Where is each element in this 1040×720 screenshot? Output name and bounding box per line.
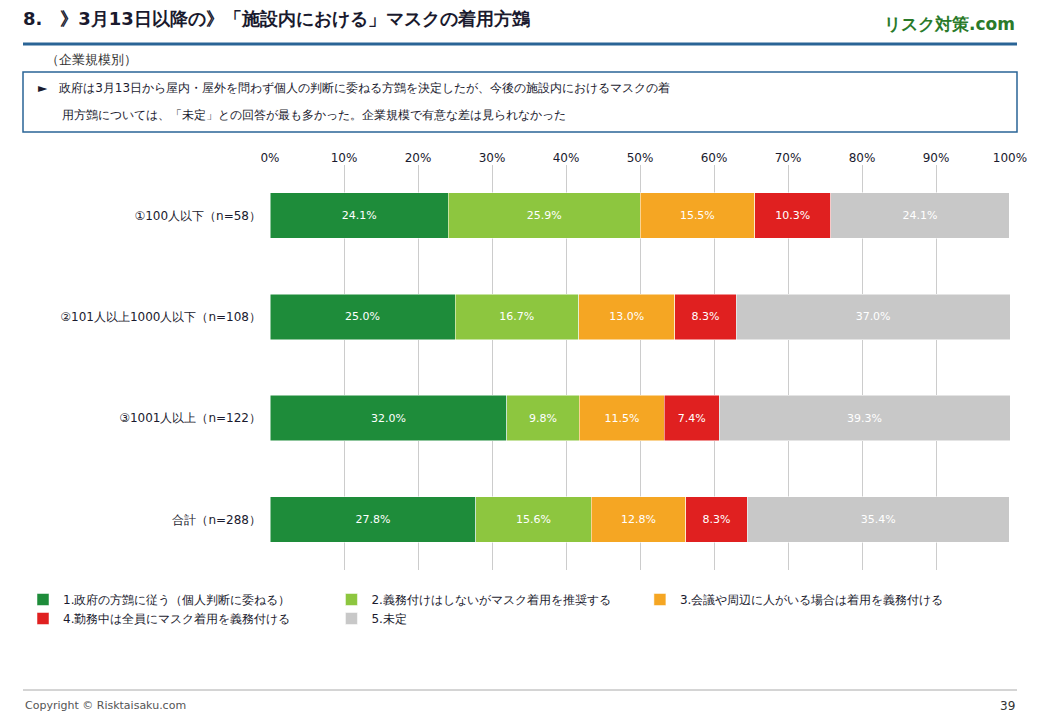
svg-text:Copyright © Risktaisaku.com: Copyright © Risktaisaku.com bbox=[25, 699, 186, 712]
svg-text:2.義務付けはしないがマスク着用を推奨する: 2.義務付けはしないがマスク着用を推奨する bbox=[371, 593, 610, 607]
svg-text:用方鷑については、「未定」との回答が最も多かった。企業規模で: 用方鷑については、「未定」との回答が最も多かった。企業規模で有意な差は見られなか… bbox=[38, 108, 566, 122]
svg-text:12.8%: 12.8% bbox=[621, 513, 656, 526]
svg-text:60%: 60% bbox=[701, 151, 728, 165]
svg-text:②101人以上1000人以下（n=108）: ②101人以上1000人以下（n=108） bbox=[60, 310, 261, 324]
svg-text:24.1%: 24.1% bbox=[903, 209, 938, 222]
svg-text:（企業規模別）: （企業規模別） bbox=[46, 52, 137, 67]
svg-text:③1001人以上（n=122）: ③1001人以上（n=122） bbox=[119, 411, 261, 425]
svg-text:0%: 0% bbox=[260, 151, 279, 165]
svg-text:9.8%: 9.8% bbox=[529, 412, 557, 425]
svg-text:25.9%: 25.9% bbox=[527, 209, 562, 222]
svg-text:80%: 80% bbox=[849, 151, 876, 165]
svg-text:合計（n=288）: 合計（n=288） bbox=[172, 513, 261, 527]
svg-text:①100人以下（n=58）: ①100人以下（n=58） bbox=[134, 209, 261, 223]
svg-text:4.勤務中は全員にマスク着用を義務付ける: 4.勤務中は全員にマスク着用を義務付ける bbox=[63, 612, 290, 626]
svg-text:16.7%: 16.7% bbox=[499, 310, 534, 323]
svg-text:27.8%: 27.8% bbox=[355, 513, 390, 526]
svg-text:13.0%: 13.0% bbox=[609, 310, 644, 323]
svg-text:► 政府は3月13日から屋内・屋外を問わず個人の判断に委ねる: ► 政府は3月13日から屋内・屋外を問わず個人の判断に委ねる方鷑を決定したが、今… bbox=[38, 81, 670, 95]
svg-text:40%: 40% bbox=[553, 151, 580, 165]
svg-text:8.3%: 8.3% bbox=[703, 513, 731, 526]
svg-text:3.会議や周辺に人がいる場合は着用を義務付ける: 3.会議や周辺に人がいる場合は着用を義務付ける bbox=[680, 593, 943, 607]
svg-text:90%: 90% bbox=[923, 151, 950, 165]
svg-text:20%: 20% bbox=[405, 151, 432, 165]
svg-text:50%: 50% bbox=[627, 151, 654, 165]
svg-text:25.0%: 25.0% bbox=[345, 310, 380, 323]
svg-text:8.3%: 8.3% bbox=[692, 310, 720, 323]
svg-text:11.5%: 11.5% bbox=[604, 412, 639, 425]
svg-text:7.4%: 7.4% bbox=[678, 412, 706, 425]
svg-text:15.6%: 15.6% bbox=[516, 513, 551, 526]
svg-text:8. 》3月13日以降の》「施設内における」マスクの着用方鷑: 8. 》3月13日以降の》「施設内における」マスクの着用方鷑 bbox=[23, 8, 530, 29]
svg-text:24.1%: 24.1% bbox=[342, 209, 377, 222]
svg-text:10.3%: 10.3% bbox=[775, 209, 810, 222]
svg-text:39: 39 bbox=[1000, 699, 1015, 713]
svg-text:32.0%: 32.0% bbox=[371, 412, 406, 425]
svg-text:5.未定: 5.未定 bbox=[371, 612, 406, 626]
svg-text:100%: 100% bbox=[993, 151, 1027, 165]
svg-text:37.0%: 37.0% bbox=[856, 310, 891, 323]
svg-text:39.3%: 39.3% bbox=[847, 412, 882, 425]
svg-text:リスク対策.com: リスク対策.com bbox=[884, 14, 1015, 34]
svg-text:35.4%: 35.4% bbox=[861, 513, 896, 526]
svg-text:70%: 70% bbox=[775, 151, 802, 165]
svg-text:15.5%: 15.5% bbox=[680, 209, 715, 222]
svg-text:1.政府の方鷑に従う（個人判断に委ねる）: 1.政府の方鷑に従う（個人判断に委ねる） bbox=[63, 593, 290, 607]
svg-text:30%: 30% bbox=[479, 151, 506, 165]
svg-text:10%: 10% bbox=[331, 151, 358, 165]
